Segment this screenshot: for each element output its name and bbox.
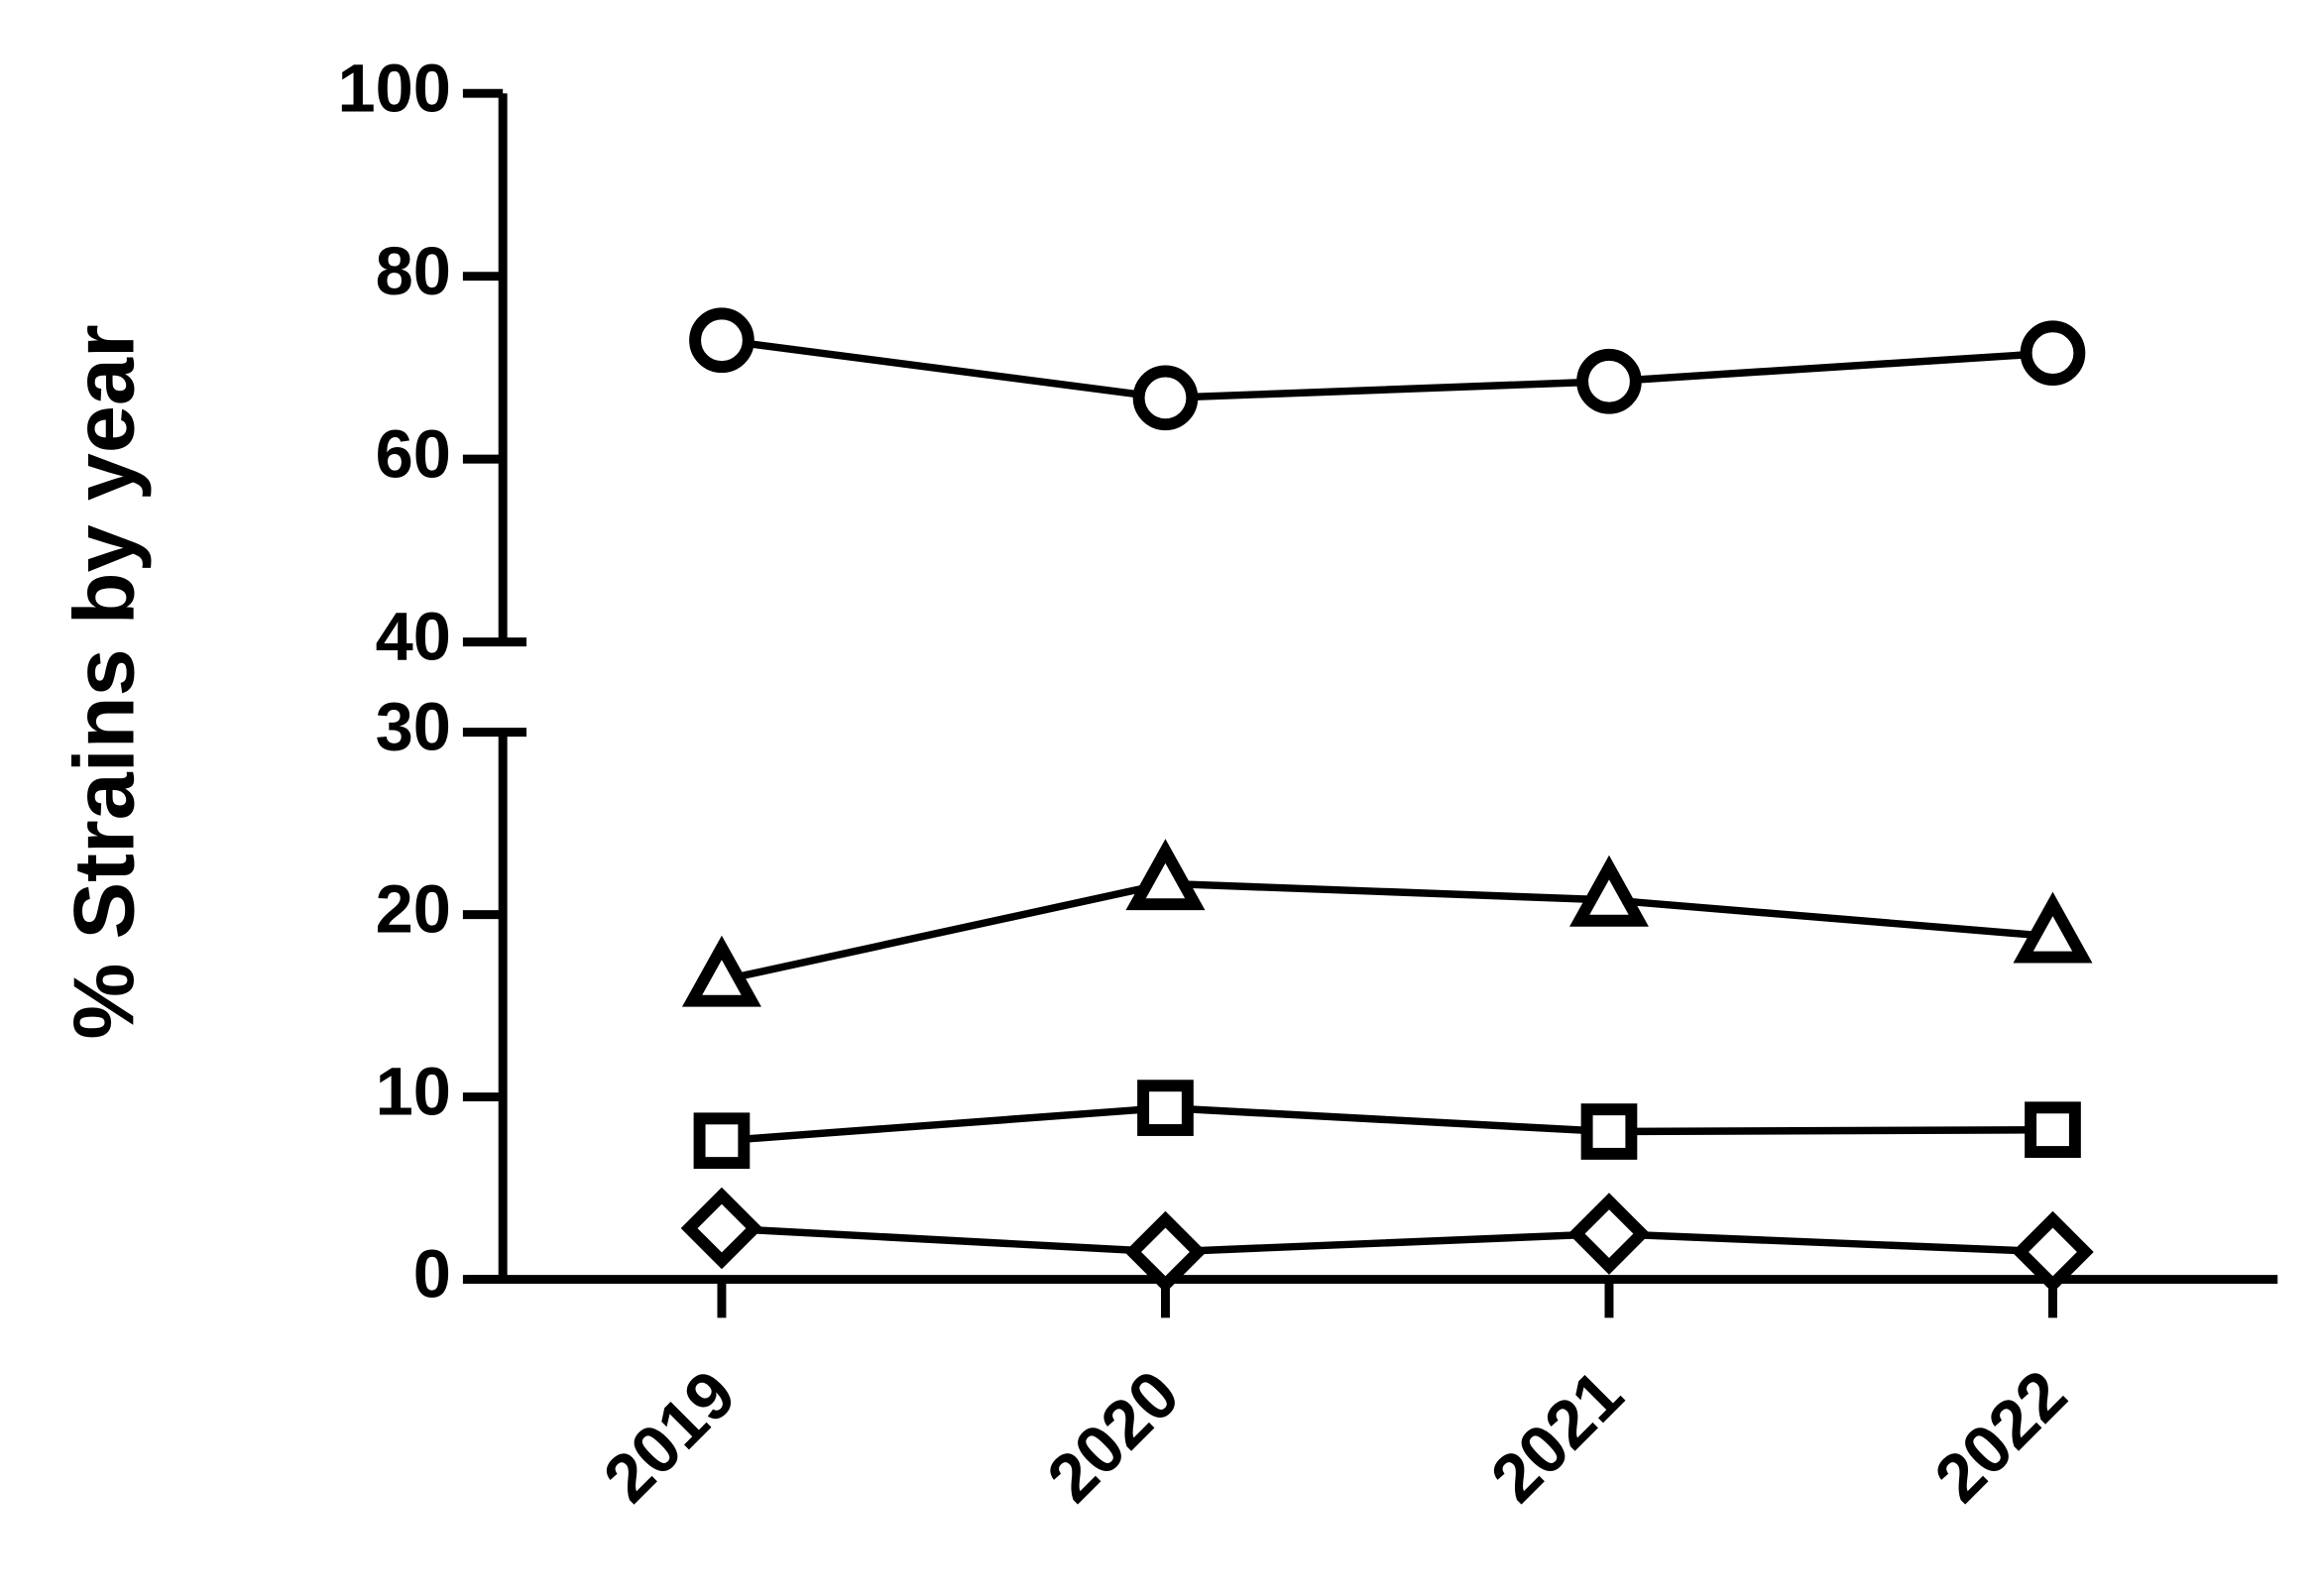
marker-triangle xyxy=(681,935,761,1007)
marker-square xyxy=(2025,1101,2081,1159)
y-tick-label: 40 xyxy=(376,599,451,675)
y-tick-label: 60 xyxy=(376,415,451,492)
marker-circle xyxy=(2020,320,2086,386)
marker-circle xyxy=(1576,348,1642,414)
y-axis-label: % Strains by year xyxy=(58,324,153,1039)
marker-triangle xyxy=(1125,839,1206,911)
series-line xyxy=(721,1224,2053,1256)
y-tick-label: 0 xyxy=(413,1236,451,1312)
marker-circle xyxy=(689,307,754,374)
y-tick-label: 80 xyxy=(376,233,451,309)
x-tick-label: 2020 xyxy=(1033,1356,1194,1517)
marker-circle xyxy=(1132,365,1199,431)
marker-triangle xyxy=(2013,891,2093,964)
y-tick-label: 30 xyxy=(376,689,451,765)
x-tick-label: 2019 xyxy=(589,1356,750,1517)
marker-diamond xyxy=(1567,1193,1651,1275)
marker-square xyxy=(1137,1080,1194,1136)
marker-diamond xyxy=(1124,1210,1207,1294)
x-tick-label: 2022 xyxy=(1920,1356,2081,1517)
series-line xyxy=(721,879,2053,984)
marker-square xyxy=(1580,1103,1638,1160)
marker-diamond xyxy=(680,1187,763,1270)
series-line xyxy=(721,1103,2053,1145)
y-tick-label: 20 xyxy=(376,871,451,948)
y-tick-label: 10 xyxy=(376,1054,451,1130)
y-tick-label: 100 xyxy=(337,50,450,126)
x-tick-label: 2021 xyxy=(1476,1356,1637,1517)
marker-diamond xyxy=(2012,1210,2094,1294)
marker-square xyxy=(693,1112,751,1170)
marker-triangle xyxy=(1569,855,1649,927)
series-line xyxy=(721,336,2053,402)
